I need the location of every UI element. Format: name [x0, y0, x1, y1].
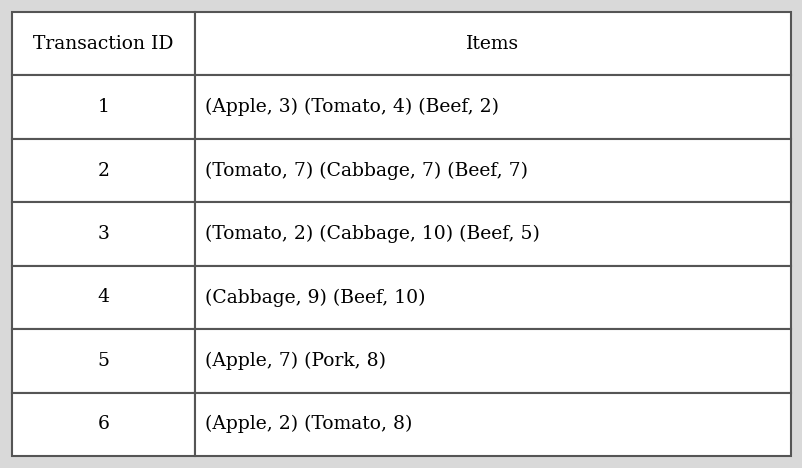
Bar — [12, 393, 195, 456]
Bar — [12, 329, 195, 393]
Text: (Tomato, 2) (Cabbage, 10) (Beef, 5): (Tomato, 2) (Cabbage, 10) (Beef, 5) — [205, 225, 539, 243]
Text: 2: 2 — [97, 161, 109, 180]
Text: (Apple, 3) (Tomato, 4) (Beef, 2): (Apple, 3) (Tomato, 4) (Beef, 2) — [205, 98, 498, 116]
Bar — [12, 12, 195, 75]
Bar — [12, 75, 195, 139]
Text: (Cabbage, 9) (Beef, 10): (Cabbage, 9) (Beef, 10) — [205, 288, 425, 307]
Bar — [195, 202, 790, 266]
Bar — [195, 266, 790, 329]
Bar — [195, 75, 790, 139]
Bar — [195, 329, 790, 393]
Text: (Apple, 7) (Pork, 8): (Apple, 7) (Pork, 8) — [205, 352, 385, 370]
Bar — [195, 12, 790, 75]
Text: 6: 6 — [98, 415, 109, 433]
Bar — [12, 202, 195, 266]
Text: Items: Items — [466, 35, 519, 53]
Text: Transaction ID: Transaction ID — [33, 35, 173, 53]
Text: 5: 5 — [97, 352, 109, 370]
Text: (Tomato, 7) (Cabbage, 7) (Beef, 7): (Tomato, 7) (Cabbage, 7) (Beef, 7) — [205, 161, 527, 180]
Text: 1: 1 — [98, 98, 109, 116]
Bar — [195, 139, 790, 202]
Bar — [12, 139, 195, 202]
Bar — [12, 266, 195, 329]
Bar — [195, 393, 790, 456]
Text: 4: 4 — [97, 288, 109, 307]
Text: (Apple, 2) (Tomato, 8): (Apple, 2) (Tomato, 8) — [205, 415, 411, 433]
Text: 3: 3 — [98, 225, 109, 243]
